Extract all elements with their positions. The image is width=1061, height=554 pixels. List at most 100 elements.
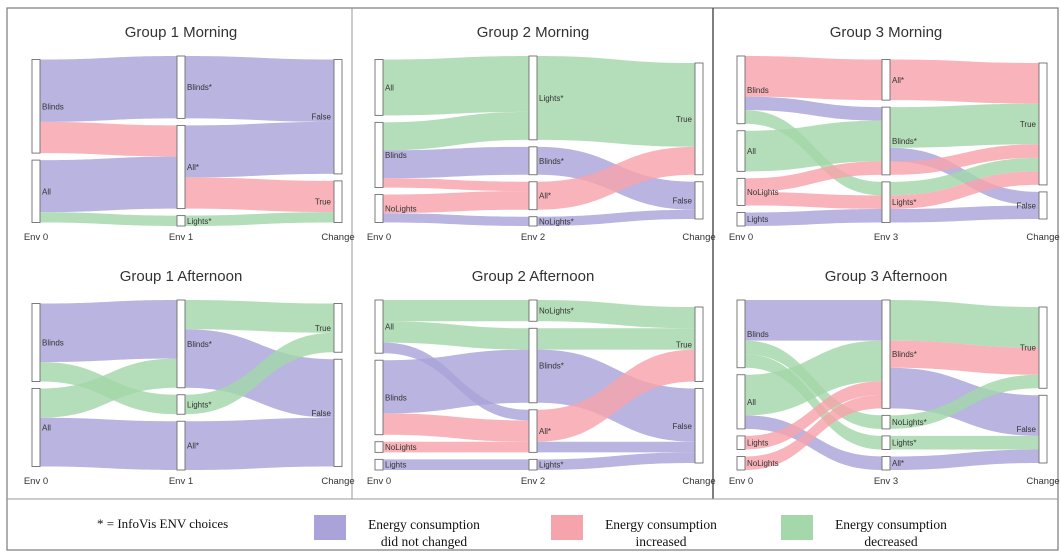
node-nolights xyxy=(374,441,384,453)
panel-title: Group 2 Morning xyxy=(477,24,590,41)
node-nolights-star xyxy=(528,216,538,227)
node-label-blinds: Blinds xyxy=(385,393,407,402)
node-label-lights: Lights xyxy=(385,461,406,470)
flow-lights-to-lights-star-same xyxy=(383,459,529,470)
flow-blinds-to-all-star-increased xyxy=(745,56,882,101)
axis-label-env-0: Env 0 xyxy=(729,476,753,487)
nodes: Blinds All NoLights Lights All* Blinds* Lights… xyxy=(736,55,1048,227)
node-lights xyxy=(736,435,746,450)
node-false xyxy=(1038,394,1048,464)
flow-blinds-to-lights-star-decreased xyxy=(745,354,882,450)
panel-group-3-afternoon: Group 3 Afternoon Blinds All Lights NoLights… xyxy=(729,268,1060,487)
outer-border xyxy=(6,7,1059,551)
node-label-nolights-star: NoLights* xyxy=(539,307,574,316)
flow-all-star-to-true-increased xyxy=(537,146,695,210)
flow-all-to-blinds-star-decreased xyxy=(383,321,529,350)
node-label-false: False xyxy=(1016,425,1036,434)
node-label-all: All xyxy=(385,83,394,92)
node-label-lights-star: Lights* xyxy=(187,217,211,226)
axis-label-env-3: Env 3 xyxy=(874,476,898,487)
node-label-nolights: NoLights xyxy=(385,443,417,452)
flow-all-star-to-false-same xyxy=(537,441,695,453)
flow-lights-to-lights-star-same xyxy=(745,208,882,226)
axis-label-env-0: Env 0 xyxy=(24,476,48,487)
node-label-all-star: All* xyxy=(187,163,199,172)
axis-label-env-0: Env 0 xyxy=(367,232,391,243)
axis-label-change: Change xyxy=(682,232,715,243)
legend: * = InfoVis ENV choices Energy consumptio… xyxy=(97,515,947,549)
node-label-all: All xyxy=(42,187,51,196)
node-label-lights-star: Lights* xyxy=(539,94,563,103)
legend-swatch-decreased xyxy=(781,515,813,540)
flow-blinds-to-blinds-star-same xyxy=(383,349,529,414)
node-all xyxy=(736,130,746,172)
legend-text: did not changed xyxy=(381,534,467,549)
node-all-star xyxy=(176,420,186,471)
axis-label-env-1: Env 1 xyxy=(169,232,193,243)
node-label-false: False xyxy=(672,422,692,431)
flow-blinds-to-blinds-star-same xyxy=(745,96,882,121)
panel-group-1-afternoon: Group 1 Afternoon Blinds All Blinds* Lights*… xyxy=(24,268,355,487)
node-label-all: All xyxy=(747,147,756,156)
node-label-all-star: All* xyxy=(892,459,904,468)
flow-all-to-lights-star-decreased xyxy=(40,212,177,226)
node-label-blinds-star: Blinds* xyxy=(892,137,917,146)
node-label-all-star: All* xyxy=(892,76,904,85)
node-label-nolights: NoLights xyxy=(747,188,779,197)
node-all xyxy=(31,388,41,467)
flow-lights-star-to-true-increased xyxy=(890,171,1039,209)
node-label-lights: Lights xyxy=(747,215,768,224)
node-label-blinds: Blinds xyxy=(42,102,64,111)
node-label-true: True xyxy=(676,340,693,349)
flow-all-to-all-star-same xyxy=(40,156,177,213)
node-nolights-star xyxy=(528,299,538,322)
panel-title: Group 2 Afternoon xyxy=(472,268,595,285)
axis-label-env-0: Env 0 xyxy=(367,476,391,487)
node-label-blinds: Blinds xyxy=(385,151,407,160)
flow-nolights-star-to-true-decreased xyxy=(537,300,695,329)
legend-swatch-increased xyxy=(551,515,583,540)
node-true xyxy=(1038,306,1048,389)
node-lights-star xyxy=(176,394,186,415)
node-lights-star xyxy=(528,55,538,141)
node-label-false: False xyxy=(1016,201,1036,210)
flow-blinds-to-blinds-star-same xyxy=(745,300,882,341)
flow-blinds-star-to-true-decreased xyxy=(537,328,695,350)
flow-blinds-star-to-true-increased xyxy=(890,144,1039,175)
node-false xyxy=(694,388,704,464)
node-label-lights-star: Lights* xyxy=(187,401,211,410)
flow-blinds-star-to-true-decreased xyxy=(890,300,1039,348)
flow-lights-star-to-false-same xyxy=(537,452,695,470)
node-all xyxy=(374,299,384,354)
flows xyxy=(383,56,695,226)
flow-all-star-to-false-same xyxy=(185,417,334,470)
nodes: All Blinds NoLights Lights NoLights* Blinds* A… xyxy=(374,299,704,471)
node-label-all-star: All* xyxy=(539,192,551,201)
nodes: Blinds All Blinds* All* Lights* False True xyxy=(31,55,343,227)
node-label-all-star: All* xyxy=(539,427,551,436)
node-label-nolights: NoLights xyxy=(747,459,779,468)
panel-group-2-morning: Group 2 Morning All Blinds NoLights Lights* B… xyxy=(367,24,716,243)
node-nolights xyxy=(736,456,746,471)
flow-lights-star-to-true-decreased xyxy=(537,56,695,147)
axis-label-change: Change xyxy=(1026,232,1059,243)
node-nolights xyxy=(374,194,384,223)
node-nolights xyxy=(736,177,746,206)
flow-all-star-to-true-increased xyxy=(537,349,695,442)
flow-blinds-star-to-false-same xyxy=(185,56,334,122)
node-label-false: False xyxy=(672,196,692,205)
node-all-star xyxy=(176,124,186,210)
axis-label-env-2: Env 2 xyxy=(521,476,545,487)
node-label-true: True xyxy=(1020,344,1037,353)
panel-title: Group 3 Afternoon xyxy=(825,268,948,285)
flow-nolights-star-to-true-decreased xyxy=(890,374,1039,429)
node-blinds-star xyxy=(528,327,538,404)
node-label-true: True xyxy=(315,198,332,207)
flow-all-star-to-false-same xyxy=(890,449,1039,470)
node-false xyxy=(694,181,704,220)
flow-blinds-star-to-true-decreased xyxy=(185,300,334,333)
legend-item-same: Energy consumption did not changed xyxy=(314,515,480,549)
node-lights-star xyxy=(881,181,891,223)
node-label-blinds: Blinds xyxy=(747,86,769,95)
node-all-star xyxy=(881,59,891,101)
